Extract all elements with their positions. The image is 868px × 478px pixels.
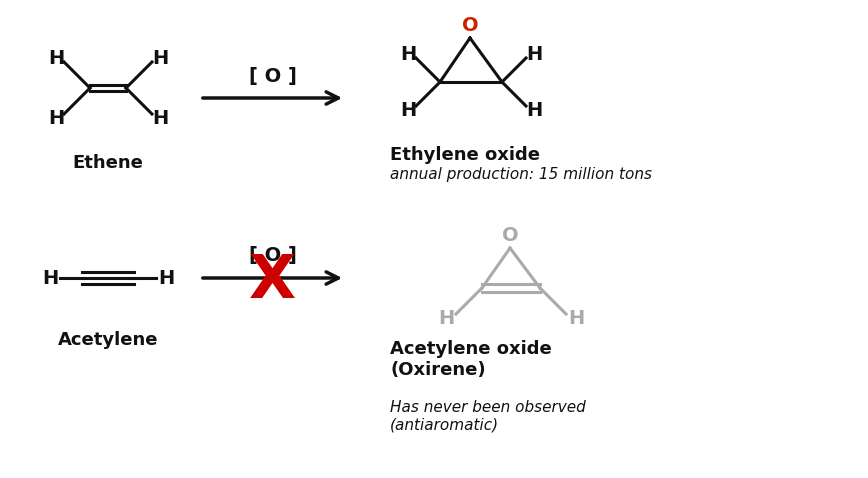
Text: H: H — [526, 44, 542, 64]
Text: Acetylene oxide
(Oxirene): Acetylene oxide (Oxirene) — [390, 340, 552, 379]
Text: H: H — [152, 109, 168, 128]
Text: Ethene: Ethene — [73, 154, 143, 172]
Text: [ O ]: [ O ] — [248, 247, 297, 265]
Text: O: O — [502, 226, 518, 245]
Text: [ O ]: [ O ] — [248, 66, 297, 86]
Text: H: H — [568, 308, 584, 327]
Text: H: H — [48, 48, 64, 67]
Text: H: H — [48, 109, 64, 128]
Text: H: H — [400, 44, 416, 64]
Text: H: H — [152, 48, 168, 67]
Text: O: O — [462, 15, 478, 34]
Text: H: H — [42, 269, 58, 287]
Text: annual production: 15 million tons: annual production: 15 million tons — [390, 167, 652, 183]
Text: Acetylene: Acetylene — [58, 331, 158, 349]
Text: X: X — [249, 252, 296, 312]
Text: H: H — [526, 100, 542, 120]
Text: H: H — [437, 308, 454, 327]
Text: H: H — [158, 269, 174, 287]
Text: Ethylene oxide: Ethylene oxide — [390, 146, 540, 164]
Text: H: H — [400, 100, 416, 120]
Text: Has never been observed
(antiaromatic): Has never been observed (antiaromatic) — [390, 400, 586, 433]
